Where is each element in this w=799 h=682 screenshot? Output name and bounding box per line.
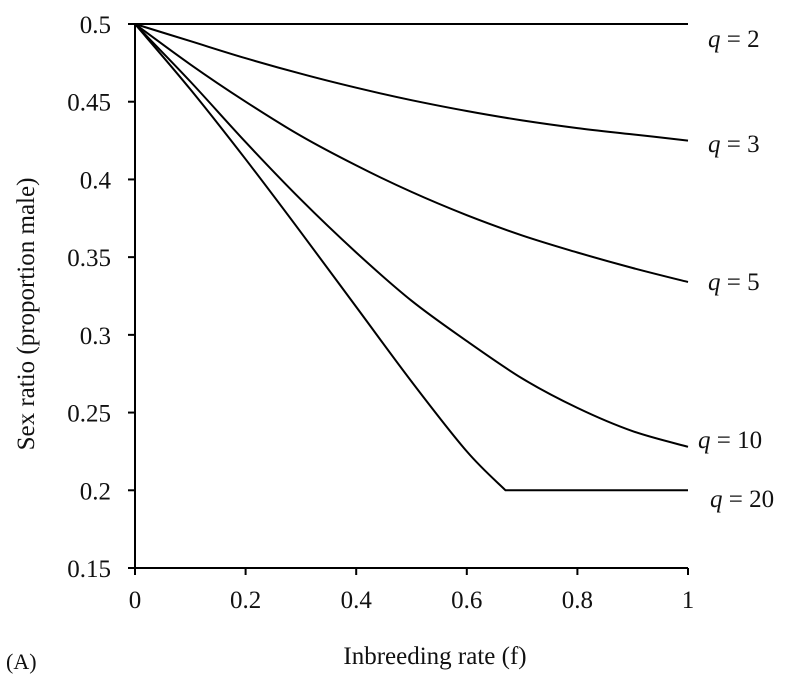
series-line-q20	[134, 23, 688, 492]
series-label-q20: q = 20	[710, 486, 774, 513]
series-label-q5: q = 5	[708, 269, 760, 296]
series-line-q5	[134, 23, 689, 283]
axes-layer	[134, 24, 688, 569]
x-tick-label: 1	[682, 587, 695, 614]
y-tick-label: 0.45	[67, 90, 111, 117]
series-line-q3	[134, 23, 689, 142]
y-tick-label: 0.4	[80, 167, 112, 194]
y-tick-label: 0.3	[80, 323, 111, 350]
y-tick-label: 0.2	[80, 478, 111, 505]
series-label-q2: q = 2	[708, 26, 760, 53]
x-tick-label: 0.6	[451, 587, 482, 614]
panel-label: (A)	[6, 649, 37, 674]
y-axis-title: Sex ratio (proportion male)	[13, 178, 40, 451]
series-layer	[134, 23, 689, 492]
ticks-layer: 0.15 0.2 0.25 0.3 0.35 0.4 0.45 0.5 0 0.2 0.4 0.6 0.…	[67, 12, 694, 614]
y-tick-label: 0.5	[80, 12, 111, 39]
series-label-q10: q = 10	[698, 427, 762, 454]
x-tick-label: 0.4	[341, 587, 373, 614]
series-line-q10	[134, 23, 689, 448]
series-labels-layer: q = 2 q = 3 q = 5 q = 10 q = 20	[698, 26, 774, 513]
x-tick-label: 0.2	[230, 587, 261, 614]
series-label-q3: q = 3	[708, 131, 760, 158]
x-axis-title: Inbreeding rate (f)	[343, 643, 526, 670]
x-tick-label: 0.8	[562, 587, 593, 614]
y-tick-label: 0.15	[67, 556, 111, 583]
y-tick-label: 0.35	[67, 245, 111, 272]
y-tick-label: 0.25	[67, 401, 111, 428]
x-tick-label: 0	[129, 587, 142, 614]
